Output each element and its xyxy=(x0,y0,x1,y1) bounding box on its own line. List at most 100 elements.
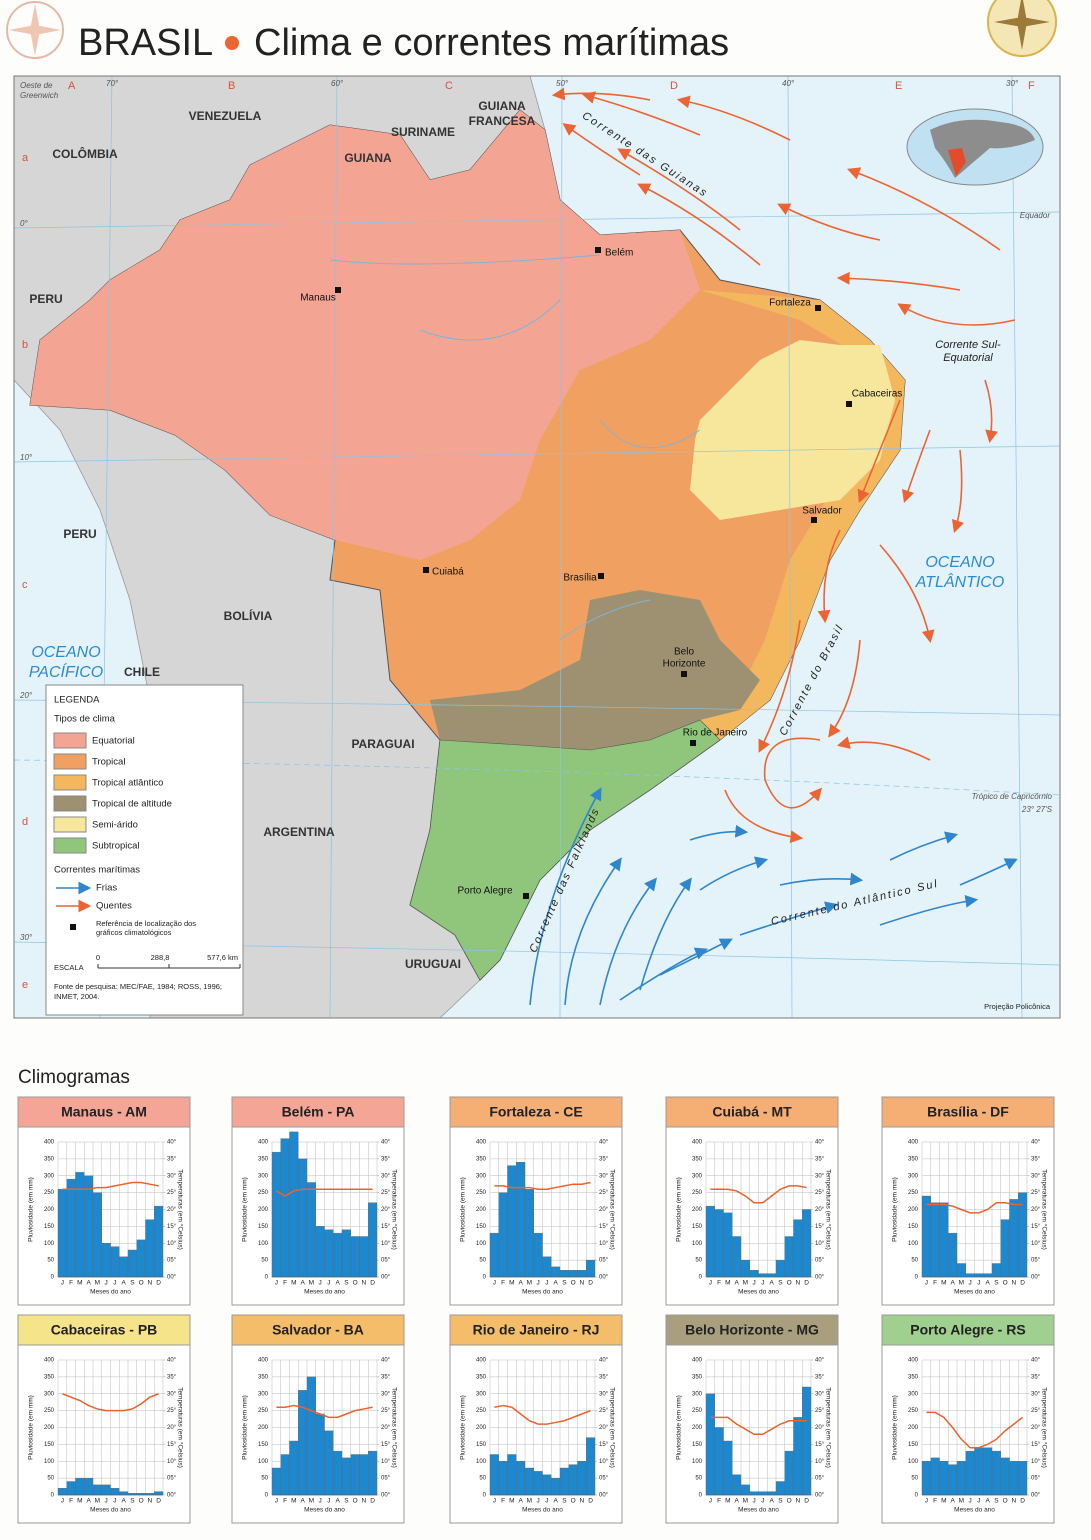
x-tick-label: A xyxy=(553,1280,558,1287)
y-tick-label: 150 xyxy=(476,1224,487,1230)
bar xyxy=(723,1212,733,1278)
y-tick-label: 350 xyxy=(476,1156,487,1162)
y-tick-label: 350 xyxy=(258,1156,269,1162)
y-tick-label: 400 xyxy=(908,1358,919,1364)
country-label: COLÔMBIA xyxy=(52,146,118,161)
x-tick-label: D xyxy=(1020,1498,1025,1505)
bar xyxy=(289,1131,299,1278)
bar xyxy=(489,1232,499,1278)
x-tick-label: J xyxy=(969,1498,972,1505)
x-tick-label: A xyxy=(518,1280,523,1287)
y-tick-label: 350 xyxy=(908,1156,919,1162)
y-tick-label: 300 xyxy=(476,1391,487,1397)
legend-swatch xyxy=(53,837,87,854)
grid-row: c xyxy=(22,579,28,591)
y2-axis-label: Temperaturas (em °Celsius) xyxy=(1040,1387,1048,1468)
y2-tick-label: 10° xyxy=(167,1241,177,1247)
y2-tick-label: 10° xyxy=(1031,1459,1041,1465)
bar xyxy=(542,1256,552,1278)
bar xyxy=(802,1209,812,1278)
y2-axis-label: Temperaturas (em °Celsius) xyxy=(390,1169,398,1250)
x-axis-label: Meses do ano xyxy=(90,1507,131,1514)
y-tick-label: 150 xyxy=(908,1442,919,1448)
y2-tick-label: 05° xyxy=(167,1476,177,1482)
bar xyxy=(740,1484,750,1496)
x-tick-label: A xyxy=(335,1498,340,1505)
tropic-latitude: 23° 27'S xyxy=(1021,805,1053,814)
y-tick-label: 200 xyxy=(692,1425,703,1431)
bar xyxy=(333,1450,343,1496)
bar xyxy=(1018,1192,1028,1278)
grid-row: e xyxy=(22,979,28,991)
x-tick-label: A xyxy=(553,1498,558,1505)
x-axis-label: Meses do ano xyxy=(954,1289,995,1296)
y-axis-label: Pluviosidade (em mm) xyxy=(460,1395,467,1460)
page-subtitle: Clima e correntes marítimas xyxy=(254,22,729,64)
x-tick-label: O xyxy=(787,1280,792,1287)
x-tick-label: J xyxy=(761,1498,764,1505)
map-frame xyxy=(13,75,1061,1019)
bar xyxy=(802,1386,812,1496)
y2-tick-label: 35° xyxy=(1031,1156,1041,1162)
y-tick-label: 250 xyxy=(908,1190,919,1196)
parallel-label: 30° xyxy=(20,933,33,942)
y2-tick-label: 10° xyxy=(167,1459,177,1465)
y-axis-label: Pluviosidade (em mm) xyxy=(460,1177,467,1242)
bar xyxy=(359,1454,369,1496)
tropic-label: Trópico de Capricórnio xyxy=(972,792,1053,801)
bar xyxy=(101,1243,111,1278)
city-label: Brasília xyxy=(563,573,597,584)
chart-title: Fortaleza - CE xyxy=(489,1104,582,1120)
bar xyxy=(119,1491,129,1496)
y-tick-label: 400 xyxy=(44,1358,55,1364)
ocean-label: ATLÂNTICO xyxy=(915,572,1005,591)
y2-tick-label: 00° xyxy=(1031,1493,1041,1499)
bar xyxy=(315,1226,325,1278)
y2-tick-label: 35° xyxy=(599,1374,609,1380)
y-tick-label: 400 xyxy=(258,1140,269,1146)
bar xyxy=(145,1219,155,1278)
bar xyxy=(991,1263,1001,1278)
x-tick-label: J xyxy=(319,1498,322,1505)
country-label: PERU xyxy=(63,527,96,541)
x-tick-label: J xyxy=(327,1498,330,1505)
y-tick-label: 100 xyxy=(44,1241,55,1247)
y-tick-label: 350 xyxy=(258,1374,269,1380)
y-tick-label: 50 xyxy=(911,1476,918,1482)
y2-tick-label: 40° xyxy=(599,1140,609,1146)
climate-zone xyxy=(30,110,700,560)
y-tick-label: 150 xyxy=(44,1224,55,1230)
scale-bar xyxy=(97,964,241,969)
current-label: Equatorial xyxy=(943,352,993,364)
x-tick-label: A xyxy=(300,1280,305,1287)
bar xyxy=(119,1256,129,1278)
legend-swatch xyxy=(53,753,87,770)
bar xyxy=(568,1464,578,1496)
y2-tick-label: 20° xyxy=(1031,1207,1041,1213)
bar xyxy=(775,1259,785,1278)
chart-header xyxy=(17,1096,191,1128)
y2-tick-label: 00° xyxy=(599,1275,609,1281)
y2-tick-label: 00° xyxy=(815,1275,825,1281)
climogram: Belo Horizonte - MG 0 50 100 150 200 250 300 350… xyxy=(665,1314,839,1524)
x-tick-label: J xyxy=(753,1280,756,1287)
x-axis-label: Meses do ano xyxy=(522,1289,563,1296)
x-tick-label: M xyxy=(743,1498,748,1505)
y2-tick-label: 15° xyxy=(599,1442,609,1448)
ocean-label: OCEANO xyxy=(925,554,994,571)
y2-tick-label: 30° xyxy=(167,1173,177,1179)
x-tick-label: O xyxy=(787,1498,792,1505)
y-tick-label: 250 xyxy=(44,1408,55,1414)
y2-tick-label: 25° xyxy=(1031,1408,1041,1414)
bar xyxy=(92,1484,102,1496)
y-tick-label: 150 xyxy=(692,1224,703,1230)
x-axis-label: Meses do ano xyxy=(90,1289,131,1296)
bar xyxy=(306,1376,316,1496)
chart-title: Belém - PA xyxy=(282,1104,355,1120)
x-tick-label: O xyxy=(1003,1498,1008,1505)
compass-rose xyxy=(9,4,61,56)
y-tick-label: 300 xyxy=(258,1391,269,1397)
x-tick-label: S xyxy=(130,1498,135,1505)
bar xyxy=(524,1189,534,1278)
x-tick-label: J xyxy=(61,1498,64,1505)
